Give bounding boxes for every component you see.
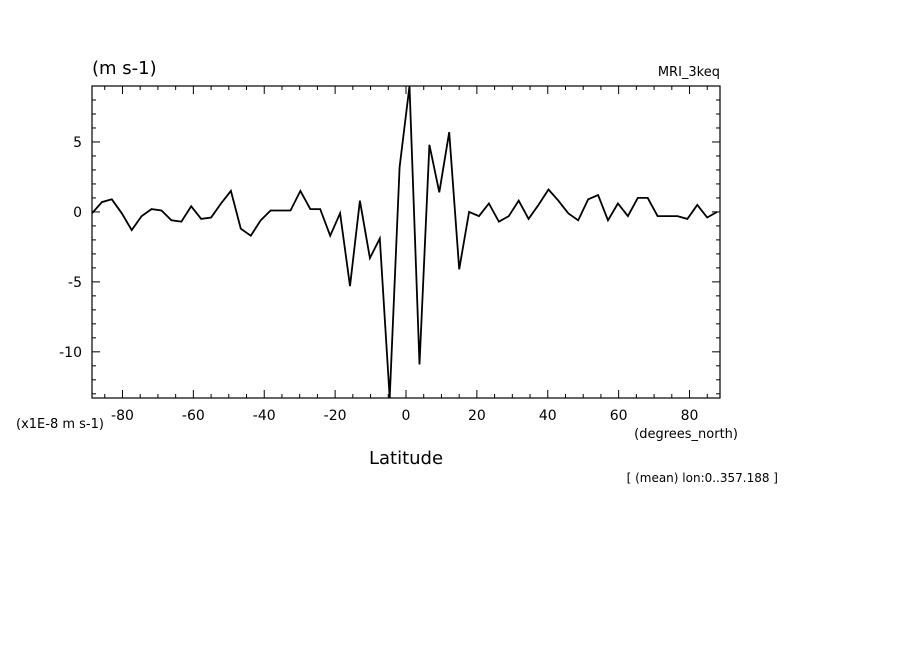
x-tick-label: -80	[111, 408, 134, 424]
x-tick-label: -40	[253, 408, 276, 424]
y-tick-label: 0	[73, 205, 82, 221]
x-tick-label: -20	[324, 408, 347, 424]
x-axis-title: Latitude	[369, 448, 443, 469]
units-label: (m s-1)	[92, 58, 157, 79]
x-tick-label: 80	[681, 408, 699, 424]
y-tick-label: -10	[59, 345, 82, 361]
x-tick-labels: -80 -60 -40 -20 0 20 40 60 80	[111, 408, 698, 424]
plot-frame	[91, 85, 721, 399]
x-tick-label: 40	[539, 408, 557, 424]
x-tick-label: 0	[402, 408, 411, 424]
data-line	[91, 85, 718, 399]
y-tick-labels: 5 0 -5 -10	[59, 135, 82, 361]
x-tick-label: 60	[610, 408, 628, 424]
x-axis-units: (degrees_north)	[634, 427, 738, 442]
axis-ticks	[92, 85, 720, 398]
chart-subtitle: [ (mean) lon:0..357.188 ]	[627, 471, 778, 485]
x-tick-label: 20	[468, 408, 486, 424]
model-label: MRI_3keq	[658, 65, 720, 80]
y-tick-label: 5	[73, 135, 82, 151]
series-group	[91, 85, 718, 399]
x-tick-label: -60	[182, 408, 205, 424]
y-tick-label: -5	[68, 275, 82, 291]
scale-label: (x1E-8 m s-1)	[16, 417, 104, 432]
